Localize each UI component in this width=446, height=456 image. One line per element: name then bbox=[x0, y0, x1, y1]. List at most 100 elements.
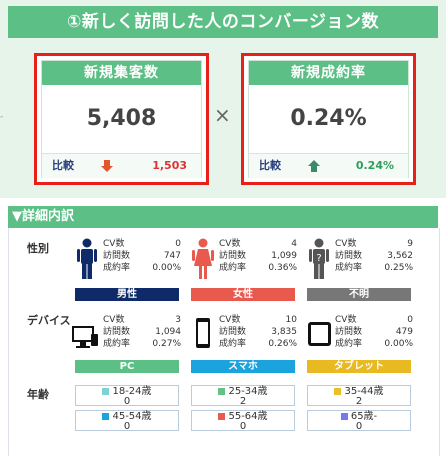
age-cell-65-plus: 65歳- 0 bbox=[307, 410, 411, 432]
kpi-compare-row: 比較 1,503 bbox=[42, 153, 201, 178]
visits-label: 訪問数 bbox=[219, 251, 247, 261]
rate-value: 0.00% bbox=[384, 339, 413, 349]
up-arrow-icon bbox=[308, 160, 320, 172]
tablet-icon bbox=[308, 322, 331, 346]
legend-swatch bbox=[218, 388, 226, 395]
gender-female-cell: CV数 4 訪問数 1,099 成約率 0.36% bbox=[191, 238, 297, 308]
gender-stats: CV数 9 訪問数 3,562 成約率 0.25% bbox=[335, 238, 413, 274]
age-cv-value: 0 bbox=[123, 421, 131, 432]
compare-value: 1,503 bbox=[152, 159, 187, 172]
cv-value: 4 bbox=[291, 239, 297, 249]
smartphone-icon bbox=[196, 318, 210, 348]
gender-stats: CV数 4 訪問数 1,099 成約率 0.36% bbox=[219, 238, 297, 274]
device-stats: CV数 10 訪問数 3,835 成約率 0.26% bbox=[219, 314, 297, 350]
age-cv-value: 0 bbox=[239, 421, 247, 432]
rate-value: 0.25% bbox=[384, 263, 413, 273]
gender-male-cell: CV数 0 訪問数 747 成約率 0.00% bbox=[75, 238, 181, 308]
kpi-title: 新規集客数 bbox=[42, 61, 201, 85]
female-person-icon bbox=[192, 238, 214, 279]
multiply-sign: × bbox=[214, 103, 231, 127]
visits-value: 3,835 bbox=[271, 327, 297, 337]
device-stats: CV数 0 訪問数 479 成約率 0.00% bbox=[335, 314, 413, 350]
down-arrow-icon bbox=[101, 160, 113, 172]
cv-value: 9 bbox=[407, 239, 413, 249]
age-range: 35-44歳 bbox=[344, 386, 384, 397]
device-smartphone-cell: CV数 10 訪問数 3,835 成約率 0.26% bbox=[191, 314, 297, 384]
edge-mark: - bbox=[0, 112, 4, 122]
compare-label: 比較 bbox=[259, 159, 281, 172]
age-range: 55-64歳 bbox=[228, 411, 268, 422]
cv-label: CV数 bbox=[335, 239, 357, 249]
male-person-icon bbox=[77, 238, 97, 279]
compare-value: 0.24% bbox=[355, 159, 394, 172]
tablet-bar: タブレット bbox=[307, 360, 411, 373]
visits-value: 479 bbox=[395, 327, 413, 337]
age-cell-18-24: 18-24歳 0 bbox=[75, 385, 179, 407]
visits-value: 1,094 bbox=[155, 327, 181, 337]
age-cell-45-54: 45-54歳 0 bbox=[75, 410, 179, 432]
section-title: ①新しく訪問した人のコンバージョン数 bbox=[8, 6, 438, 38]
kpi-new-cvr-card: 新規成約率 0.24% 比較 0.24% bbox=[241, 53, 416, 185]
cv-value: 0 bbox=[407, 315, 413, 325]
visits-value: 3,562 bbox=[387, 251, 413, 261]
age-cell-35-44: 35-44歳 2 bbox=[307, 385, 411, 407]
visits-label: 訪問数 bbox=[335, 327, 363, 337]
rate-label: 成約率 bbox=[219, 339, 247, 349]
rate-label: 成約率 bbox=[335, 263, 363, 273]
kpi-new-visitors-card: 新規集客数 5,408 比較 1,503 bbox=[34, 53, 209, 185]
unknown-person-icon: ? bbox=[309, 238, 329, 279]
age-cv-value: 2 bbox=[355, 396, 363, 407]
age-range: 65歳- bbox=[350, 411, 378, 422]
legend-swatch bbox=[340, 413, 348, 420]
gender-stats: CV数 0 訪問数 747 成約率 0.00% bbox=[103, 238, 181, 274]
unknown-bar: 不明 bbox=[307, 288, 411, 301]
kpi-compare-row: 比較 0.24% bbox=[249, 153, 408, 178]
visits-value: 1,099 bbox=[271, 251, 297, 261]
age-label: 年齢 bbox=[27, 388, 49, 401]
svg-text:?: ? bbox=[316, 253, 321, 264]
legend-swatch bbox=[102, 388, 110, 395]
visits-label: 訪問数 bbox=[335, 251, 363, 261]
detail-header[interactable]: ▼詳細内訳 bbox=[8, 206, 438, 228]
female-bar: 女性 bbox=[191, 288, 295, 301]
age-cv-value: 0 bbox=[123, 396, 131, 407]
legend-swatch bbox=[334, 388, 342, 395]
device-pc-cell: CV数 3 訪問数 1,094 成約率 0.27% bbox=[72, 314, 181, 384]
smartphone-bar: スマホ bbox=[191, 360, 295, 373]
compare-label: 比較 bbox=[52, 159, 74, 172]
gender-unknown-cell: ? CV数 9 訪問数 3,562 成約率 0.25% bbox=[307, 238, 413, 308]
age-cv-value: 2 bbox=[239, 396, 247, 407]
rate-value: 0.27% bbox=[152, 339, 181, 349]
age-range: 18-24歳 bbox=[112, 386, 152, 397]
legend-swatch bbox=[102, 413, 110, 420]
rate-value: 0.26% bbox=[268, 339, 297, 349]
pc-icon bbox=[72, 326, 98, 348]
cv-value: 0 bbox=[175, 239, 181, 249]
device-tablet-cell: CV数 0 訪問数 479 成約率 0.00% bbox=[307, 314, 413, 384]
cv-value: 10 bbox=[285, 315, 297, 325]
rate-label: 成約率 bbox=[103, 263, 131, 273]
cv-label: CV数 bbox=[103, 239, 125, 249]
rate-label: 成約率 bbox=[335, 339, 363, 349]
age-cv-value: 0 bbox=[355, 421, 363, 432]
kpi-title: 新規成約率 bbox=[249, 61, 408, 85]
visits-value: 747 bbox=[163, 251, 181, 261]
male-bar: 男性 bbox=[75, 288, 179, 301]
cv-label: CV数 bbox=[103, 315, 125, 325]
cv-label: CV数 bbox=[219, 315, 241, 325]
rate-label: 成約率 bbox=[103, 339, 131, 349]
visits-label: 訪問数 bbox=[103, 327, 131, 337]
kpi-value: 5,408 bbox=[86, 106, 157, 131]
cv-label: CV数 bbox=[335, 315, 357, 325]
visits-label: 訪問数 bbox=[219, 327, 247, 337]
pc-bar: PC bbox=[75, 360, 179, 373]
cv-value: 3 bbox=[175, 315, 181, 325]
age-cell-25-34: 25-34歳 2 bbox=[191, 385, 295, 407]
rate-value: 0.36% bbox=[268, 263, 297, 273]
age-range: 45-54歳 bbox=[112, 411, 152, 422]
kpi-value: 0.24% bbox=[290, 106, 367, 131]
detail-body: 性別 CV数 0 訪問数 747 成約率 0.00% 男性 CV数 4 bbox=[8, 228, 440, 456]
age-range: 25-34歳 bbox=[228, 386, 268, 397]
cv-label: CV数 bbox=[219, 239, 241, 249]
device-stats: CV数 3 訪問数 1,094 成約率 0.27% bbox=[103, 314, 181, 350]
